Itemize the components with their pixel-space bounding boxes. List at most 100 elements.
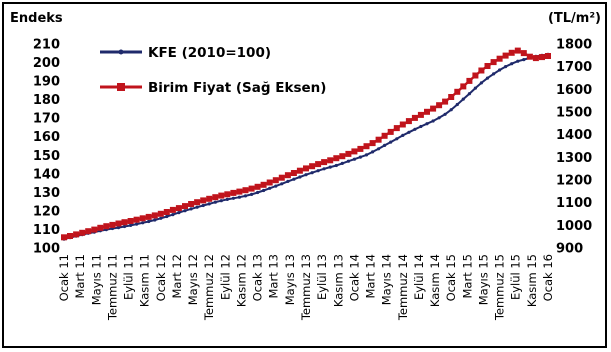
- kfe-point: [340, 161, 344, 165]
- left-tick-label: 100: [33, 242, 60, 257]
- birim-fiyat-point: [151, 212, 158, 219]
- legend-label-kfe: KFE (2010=100): [148, 45, 271, 61]
- kfe-point: [298, 175, 302, 179]
- birim-fiyat-point: [97, 224, 104, 231]
- birim-fiyat-point: [375, 136, 382, 143]
- left-tick-label: 140: [33, 167, 60, 182]
- birim-fiyat-point: [357, 145, 364, 152]
- kfe-point: [328, 165, 332, 169]
- birim-fiyat-point: [236, 188, 243, 195]
- kfe-point: [322, 167, 326, 171]
- kfe-point: [504, 65, 508, 69]
- x-tick-label: Mayıs 14: [380, 254, 394, 305]
- kfe-point: [425, 122, 429, 126]
- birim-fiyat-point: [224, 191, 231, 198]
- birim-fiyat-point: [532, 55, 539, 62]
- birim-fiyat-point: [206, 195, 213, 202]
- kfe-point: [401, 133, 405, 137]
- birim-fiyat-point: [545, 53, 551, 59]
- birim-fiyat-point: [321, 159, 328, 166]
- kfe-point: [231, 196, 235, 200]
- birim-fiyat-point: [175, 205, 182, 212]
- x-tick-label: Eylül 15: [509, 254, 523, 300]
- kfe-point: [243, 194, 248, 198]
- kfe-point: [256, 190, 260, 195]
- kfe-point: [431, 119, 435, 123]
- birim-fiyat-point: [127, 218, 134, 224]
- kfe-point: [346, 159, 350, 163]
- kfe-point: [225, 197, 229, 201]
- x-tick-label: Kasım 11: [138, 254, 152, 307]
- kfe-point: [437, 116, 441, 120]
- birim-fiyat-point: [121, 219, 128, 226]
- x-tick-label: Kasım 12: [235, 254, 249, 307]
- birim-fiyat-point: [520, 50, 527, 57]
- plot-area: [61, 47, 551, 241]
- birim-fiyat-point: [466, 77, 473, 84]
- kfe-point: [407, 130, 411, 134]
- birim-fiyat-point: [230, 189, 237, 196]
- birim-fiyat-point: [91, 226, 98, 233]
- kfe-point: [268, 186, 272, 190]
- birim-fiyat-point: [290, 170, 297, 176]
- birim-fiyat-point: [309, 163, 316, 170]
- kfe-point: [364, 153, 369, 157]
- x-tick-label: Mayıs 12: [186, 254, 200, 305]
- birim-fiyat-point: [182, 203, 188, 210]
- kfe-point: [177, 211, 181, 215]
- kfe-point: [461, 97, 465, 101]
- left-tick-label: 180: [33, 93, 60, 108]
- left-axis-ticks: 100 110 120 130 140 150 160 170 180 190 200 210: [33, 38, 60, 257]
- x-tick-label: Ocak 12: [154, 254, 168, 301]
- birim-fiyat-point: [393, 125, 400, 132]
- kfe-point: [207, 202, 211, 206]
- x-axis-ticks: Ocak 11 Mart 11 Mayıs 11 Temmuz 11 Eylül 11 K…: [57, 254, 555, 321]
- birim-fiyat-point: [303, 165, 309, 172]
- x-tick-label: Kasım 13: [331, 254, 345, 307]
- birim-fiyat-point: [539, 54, 545, 61]
- birim-fiyat-point: [417, 111, 424, 118]
- left-tick-label: 130: [33, 186, 60, 201]
- kfe-point: [165, 214, 169, 219]
- kfe-point: [213, 200, 217, 204]
- series-line-birim-fiyat: [63, 49, 549, 239]
- kfe-point: [479, 81, 483, 85]
- left-tick-label: 150: [33, 149, 60, 164]
- birim-fiyat-point: [387, 128, 394, 135]
- birim-fiyat-point: [218, 192, 225, 199]
- right-axis-title: (TL/m²): [548, 11, 601, 26]
- kfe-point: [492, 72, 496, 76]
- birim-fiyat-point: [296, 167, 303, 174]
- right-tick-label: 1800: [556, 38, 592, 53]
- x-tick-label: Ocak 13: [251, 254, 265, 301]
- kfe-point: [135, 222, 139, 226]
- left-axis-title: Endeks: [10, 11, 63, 26]
- birim-fiyat-point: [315, 161, 322, 168]
- kfe-point: [498, 68, 502, 72]
- left-tick-label: 160: [33, 130, 60, 145]
- birim-fiyat-point: [139, 215, 146, 222]
- kfe-point: [262, 188, 266, 193]
- x-tick-label: Temmuz 13: [299, 254, 313, 321]
- kfe-point: [467, 92, 471, 96]
- kfe-point: [510, 62, 514, 66]
- kfe-point: [304, 173, 308, 177]
- birim-fiyat-point: [454, 88, 461, 95]
- kfe-point: [171, 213, 175, 217]
- birim-fiyat-point: [478, 67, 485, 74]
- birim-fiyat-point: [103, 223, 110, 230]
- kfe-point: [413, 127, 417, 131]
- kfe-point: [485, 76, 490, 80]
- kfe-point: [219, 199, 223, 203]
- kfe-point: [316, 169, 320, 173]
- birim-fiyat-point: [496, 55, 503, 62]
- x-tick-label: Mart 14: [364, 254, 378, 299]
- x-tick-label: Ocak 11: [57, 254, 71, 301]
- birim-fiyat-point: [115, 220, 122, 227]
- birim-fiyat-point: [369, 140, 376, 147]
- birim-fiyat-point: [430, 105, 437, 112]
- legend-marker-birim-fiyat: [117, 83, 125, 91]
- right-tick-label: 1200: [556, 174, 592, 189]
- birim-fiyat-point: [169, 206, 176, 213]
- birim-fiyat-point: [212, 194, 219, 201]
